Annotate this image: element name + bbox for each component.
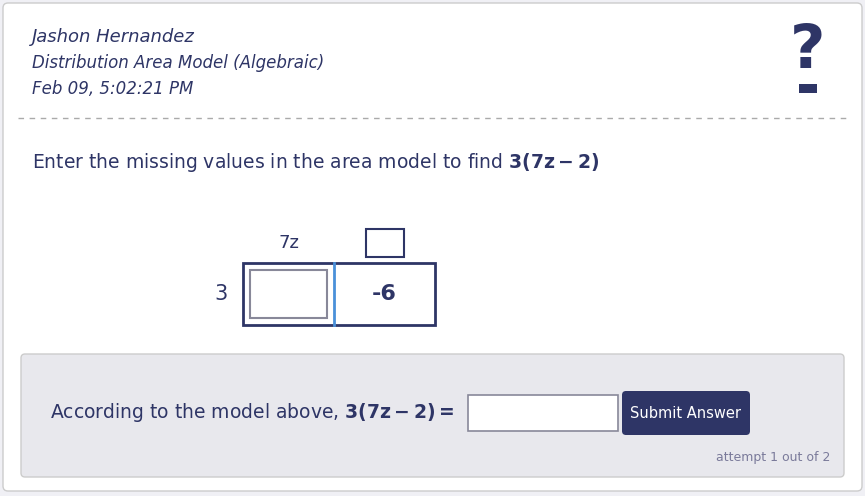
Bar [366,229,403,257]
Text: 7z: 7z [278,234,299,252]
Text: Jashon Hernandez: Jashon Hernandez [32,28,195,46]
Text: 3: 3 [215,284,228,304]
Text: -6: -6 [372,284,397,304]
Text: According to the model above, $\mathbf{3(7z-2) =}$: According to the model above, $\mathbf{3… [50,401,454,425]
Bar [799,84,817,93]
Text: Feb 09, 5:02:21 PM: Feb 09, 5:02:21 PM [32,80,194,98]
FancyBboxPatch shape [622,391,750,435]
Bar [250,270,327,318]
Text: Distribution Area Model (Algebraic): Distribution Area Model (Algebraic) [32,54,324,72]
Text: Enter the missing values in the area model to find $\mathbf{3(7z-2)}$: Enter the missing values in the area mod… [32,151,599,174]
Text: attempt 1 out of 2: attempt 1 out of 2 [715,450,830,463]
Text: Enter the missing values in the area model to find $\mathbf{3(7z-2)}$: Enter the missing values in the area mod… [32,151,599,174]
Text: ?: ? [791,22,826,81]
Bar [468,395,618,431]
FancyBboxPatch shape [21,354,844,477]
Bar [243,263,435,325]
Text: Submit Answer: Submit Answer [631,406,741,421]
FancyBboxPatch shape [3,3,862,491]
